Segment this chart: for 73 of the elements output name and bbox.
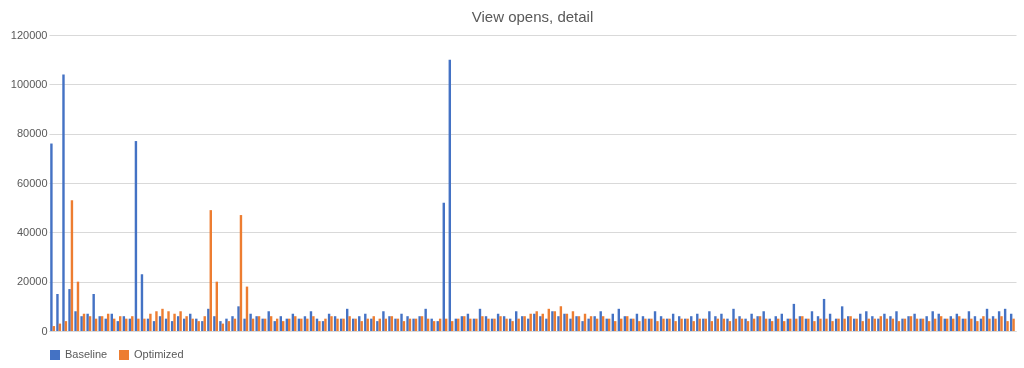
- bar: [173, 313, 176, 331]
- bar: [167, 311, 170, 331]
- bar: [517, 318, 520, 331]
- bar: [762, 311, 765, 331]
- bar: [843, 318, 846, 331]
- bar: [424, 308, 427, 331]
- bar: [312, 316, 315, 331]
- bar: [529, 313, 532, 331]
- bar: [831, 321, 834, 331]
- bar: [143, 318, 146, 331]
- bar: [237, 306, 240, 331]
- bar: [1000, 316, 1003, 331]
- bar: [249, 313, 252, 331]
- bar: [481, 316, 484, 331]
- y-tick-label: 0: [41, 324, 48, 337]
- bar: [137, 318, 140, 331]
- bar: [732, 308, 735, 331]
- bar: [213, 316, 216, 331]
- bar: [50, 143, 53, 331]
- bar: [149, 313, 152, 331]
- bar: [207, 308, 210, 331]
- y-tick-label: 40000: [16, 225, 48, 238]
- bar: [674, 321, 677, 331]
- bar: [720, 313, 723, 331]
- chart-title: View opens, detail: [471, 8, 594, 25]
- bar: [360, 321, 363, 331]
- bar: [155, 311, 158, 331]
- bar: [861, 321, 864, 331]
- bar: [557, 316, 560, 331]
- bar: [825, 318, 828, 331]
- bar: [56, 294, 59, 331]
- bar: [925, 316, 928, 331]
- bar: [750, 313, 753, 331]
- bar: [698, 318, 701, 331]
- y-tick-label: 120000: [10, 28, 48, 41]
- bar: [161, 308, 164, 331]
- legend-label: Baseline: [65, 348, 108, 360]
- bar: [74, 311, 77, 331]
- y-tick-label: 80000: [16, 127, 48, 140]
- bar: [988, 318, 991, 331]
- bar: [364, 313, 367, 331]
- bar: [813, 321, 816, 331]
- bar: [1006, 321, 1009, 331]
- bar: [545, 318, 548, 331]
- bar: [243, 318, 246, 331]
- bar: [656, 321, 659, 331]
- bar: [970, 318, 973, 331]
- bar: [68, 289, 71, 331]
- bar: [895, 311, 898, 331]
- y-tick-label: 60000: [16, 176, 48, 189]
- bar: [201, 321, 204, 331]
- bar: [382, 311, 385, 331]
- y-tick-label: 20000: [16, 275, 48, 288]
- bar: [638, 321, 641, 331]
- bar: [708, 311, 711, 331]
- bar: [62, 74, 65, 331]
- bar: [569, 318, 572, 331]
- bar: [469, 318, 472, 331]
- bar: [865, 311, 868, 331]
- y-tick-label: 100000: [10, 77, 48, 90]
- bar: [348, 316, 351, 331]
- bar: [883, 313, 886, 331]
- bar: [976, 321, 979, 331]
- bar: [913, 313, 916, 331]
- legend-label: Optimized: [134, 348, 184, 360]
- bar: [400, 313, 403, 331]
- bar: [92, 294, 95, 331]
- bar: [191, 318, 194, 331]
- bar: [1012, 318, 1015, 331]
- bar: [581, 321, 584, 331]
- bar: [931, 311, 934, 331]
- bar: [692, 321, 695, 331]
- bar: [179, 311, 182, 331]
